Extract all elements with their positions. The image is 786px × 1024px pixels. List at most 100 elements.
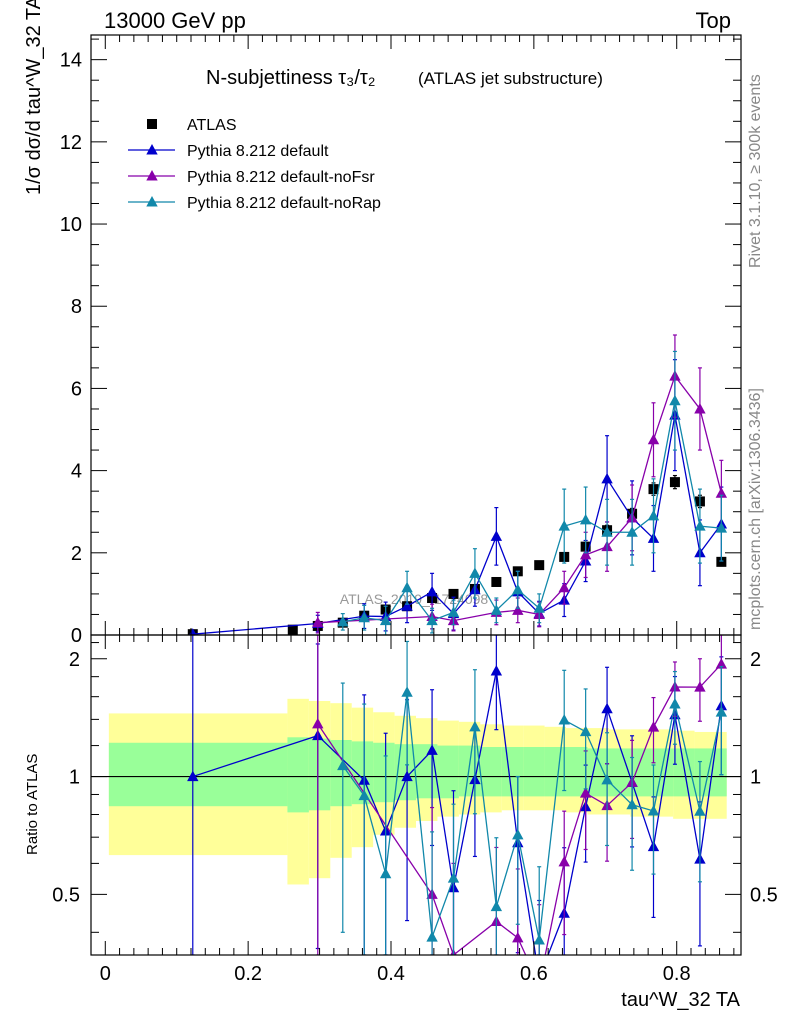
ratio-point (490, 665, 503, 676)
y-tick-label: 6 (71, 378, 82, 400)
data-point-mc (512, 583, 524, 595)
data-point-mc (490, 604, 503, 615)
x-tick-label: 0.6 (520, 963, 548, 985)
y-tick-label: 2 (71, 543, 82, 565)
data-point-mc (579, 548, 592, 560)
data-point-mc (558, 581, 570, 593)
ratio-point (401, 770, 413, 782)
ratio-point (626, 798, 638, 810)
data-point-mc (626, 526, 638, 537)
uncertainty-band-green (437, 745, 459, 799)
data-point-mc (426, 585, 438, 597)
y-tick-label: 12 (60, 132, 82, 154)
series-line (317, 374, 722, 624)
uncertainty-band-green (501, 747, 524, 797)
data-point-mc (490, 530, 503, 541)
y-axis-label: 1/σ dσ/d tau^W_32 TA (23, 0, 45, 195)
uncertainty-band-green (480, 747, 502, 797)
uncertainty-band-green (330, 740, 352, 807)
ratio-point (379, 867, 392, 879)
ratio-tick-label-right: 2 (750, 649, 761, 671)
ratio-tick-label: 2 (69, 649, 80, 671)
series-line (342, 400, 722, 623)
legend-label: Pythia 8.212 default-noRap (187, 195, 381, 212)
ratio-point (601, 702, 613, 714)
ratio-point (601, 773, 613, 785)
ratio-point (579, 725, 592, 737)
uncertainty-band-green (587, 748, 609, 797)
data-point-mc (694, 402, 706, 414)
data-point-mc (337, 615, 349, 627)
data-point-mc (533, 602, 545, 613)
ratio-point (337, 759, 349, 771)
ratio-series-line (342, 692, 722, 941)
ratio-point (669, 698, 681, 709)
rivet-version-label: Rivet 3.1.10, ≥ 300k events (747, 74, 764, 268)
data-point-mc (558, 520, 570, 531)
uncertainty-band-green (673, 748, 695, 797)
data-point-mc (647, 433, 660, 445)
legend: ATLAS Pythia 8.212 default Pythia 8.212 de… (128, 117, 381, 212)
ratio-point (312, 717, 324, 729)
ratio-frame (90, 634, 742, 956)
ratio-point (558, 855, 570, 867)
ratio-point (187, 770, 199, 782)
data-point-mc (379, 614, 392, 626)
data-point-mc (512, 604, 524, 615)
legend-label: Pythia 8.212 default (187, 143, 329, 160)
legend-label: Pythia 8.212 default-noFsr (187, 169, 375, 186)
data-point-mc (447, 606, 460, 617)
ratio-axis-label: Ratio to ATLAS (24, 754, 41, 855)
ratio-point (358, 789, 370, 801)
uncertainty-band-green (523, 747, 545, 797)
ratio-point (426, 744, 438, 755)
uncertainty-band-green (566, 747, 588, 797)
data-point-mc (601, 472, 613, 484)
legend-marker-square (147, 119, 157, 129)
ratio-point (447, 872, 460, 883)
beam-label: 13000 GeV pp (104, 8, 246, 33)
ratio-point (401, 686, 413, 697)
x-tick-label: 0.2 (234, 963, 262, 985)
ratio-point (694, 805, 706, 816)
data-point-mc (312, 616, 324, 628)
ratio-point (715, 706, 728, 717)
ratio-series-line (317, 663, 722, 955)
data-point-mc (401, 600, 413, 611)
ratio-point (490, 900, 503, 912)
legend-marker-triangle (146, 196, 158, 207)
data-point-mc (647, 509, 660, 521)
uncertainty-band-green (608, 748, 631, 797)
x-tick-label: 0.8 (663, 963, 691, 985)
y-tick-label: 14 (60, 50, 82, 72)
ratio-tick-label: 0.5 (52, 884, 80, 906)
data-point-atlas (287, 624, 298, 635)
ratio-point (715, 658, 728, 669)
data-point-mc (358, 611, 370, 623)
ratio-point (694, 681, 706, 692)
ratio-tick-label: 1 (69, 767, 80, 789)
ratio-point (533, 933, 545, 945)
data-point-mc (715, 487, 728, 498)
data-point-mc (601, 526, 613, 537)
ratio-point (558, 714, 570, 725)
x-tick-label: 0.4 (377, 963, 405, 985)
legend-label: ATLAS (187, 117, 237, 134)
data-point-mc (669, 394, 681, 406)
ratio-point (426, 931, 438, 942)
uncertainty-band-green (630, 748, 652, 797)
chart-title-extra: (ATLAS jet substructure) (418, 69, 603, 88)
ratio-point (647, 721, 660, 732)
main-series (187, 334, 728, 635)
data-point-mc (579, 513, 592, 525)
ratio-series (187, 635, 728, 955)
ratio-point (647, 804, 660, 816)
y-tick-label: 8 (71, 296, 82, 318)
data-point-atlas (669, 477, 680, 488)
uncertainty-band-green (373, 742, 395, 803)
legend-marker-triangle (146, 170, 158, 181)
ratio-point (512, 828, 524, 840)
mcplots-label: mcplots.cern.ch [arXiv:1306.3436] (747, 388, 764, 630)
